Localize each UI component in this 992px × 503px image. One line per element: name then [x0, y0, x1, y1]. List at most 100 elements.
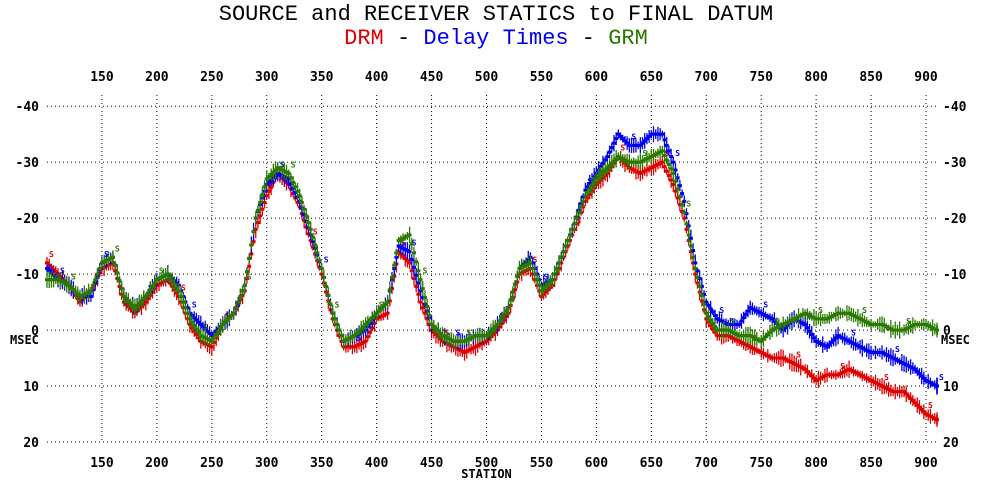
data-point	[45, 267, 49, 270]
data-point	[915, 322, 920, 326]
data-point	[596, 175, 601, 179]
data-point	[561, 250, 566, 254]
data-point	[365, 335, 370, 339]
data-point	[838, 311, 843, 315]
data-point	[249, 252, 254, 256]
data-point	[669, 178, 674, 182]
data-point	[570, 227, 575, 231]
data-point	[264, 177, 269, 181]
data-point	[825, 317, 830, 321]
data-point	[932, 416, 937, 420]
data-point	[541, 287, 546, 291]
data-point	[757, 338, 761, 342]
data-point	[680, 209, 685, 213]
marker-label: S	[554, 267, 559, 276]
data-point	[282, 169, 287, 173]
data-point	[658, 161, 663, 165]
marker-label: S	[269, 183, 274, 192]
data-point	[704, 300, 709, 304]
data-point	[262, 185, 267, 189]
data-point	[776, 356, 781, 360]
data-point	[422, 311, 427, 315]
data-point	[159, 281, 164, 285]
data-point	[932, 383, 937, 387]
data-point	[119, 287, 124, 291]
data-point	[192, 316, 197, 320]
data-point	[763, 353, 768, 357]
data-point	[317, 265, 322, 269]
data-point	[403, 235, 408, 239]
marker-label: S	[71, 272, 76, 281]
data-point	[139, 299, 144, 303]
data-point	[453, 339, 458, 343]
x-tick-top-450: 450	[420, 70, 444, 85]
data-point	[913, 367, 918, 371]
data-point	[357, 343, 362, 347]
data-point	[132, 306, 137, 310]
y-tick-right--40: -40	[943, 100, 967, 115]
marker-label: S	[335, 300, 340, 309]
data-point	[897, 359, 902, 363]
data-point	[880, 384, 885, 388]
marker-label: S	[598, 166, 603, 175]
data-point	[897, 390, 902, 394]
marker-label: S	[719, 306, 724, 315]
data-point	[671, 160, 676, 164]
data-point	[392, 263, 397, 267]
data-point	[587, 193, 592, 197]
data-point	[563, 244, 568, 248]
data-point	[849, 368, 854, 372]
data-point	[842, 311, 847, 315]
data-point	[361, 340, 366, 344]
data-point	[543, 290, 548, 294]
data-point	[717, 328, 722, 332]
data-point	[622, 139, 627, 143]
data-point	[866, 321, 871, 325]
data-point	[236, 300, 241, 304]
data-point	[253, 227, 258, 231]
data-point	[411, 277, 416, 281]
data-point	[677, 203, 682, 207]
data-point	[363, 322, 368, 326]
data-point	[647, 156, 652, 160]
data-point	[651, 132, 656, 136]
data-point	[842, 337, 847, 341]
data-point	[192, 324, 197, 328]
data-point	[113, 269, 118, 273]
data-point	[198, 334, 203, 338]
x-tick-top-550: 550	[530, 70, 554, 85]
data-point	[838, 335, 843, 339]
data-point	[869, 378, 874, 382]
data-point	[853, 315, 858, 319]
data-point	[460, 339, 465, 343]
data-point	[855, 316, 860, 320]
data-point	[908, 365, 913, 369]
data-point	[128, 301, 133, 305]
data-point	[73, 290, 78, 294]
marker-label: S	[247, 272, 252, 281]
data-point	[308, 227, 313, 231]
y-tick-right-0: 0	[943, 324, 951, 339]
data-point	[592, 180, 597, 184]
data-point	[130, 303, 135, 307]
data-point	[653, 164, 658, 168]
data-point	[482, 334, 487, 338]
data-point	[207, 344, 212, 348]
data-point	[906, 326, 911, 330]
data-point	[260, 193, 265, 197]
data-point	[666, 162, 671, 166]
data-point	[414, 260, 419, 264]
data-point	[675, 187, 680, 191]
data-point	[697, 284, 702, 288]
x-tick-top-600: 600	[585, 70, 609, 85]
data-point	[759, 339, 764, 343]
data-point	[702, 292, 707, 296]
data-point	[583, 194, 588, 198]
data-point	[401, 236, 405, 240]
data-point	[655, 132, 660, 136]
data-point	[853, 371, 858, 375]
data-point	[299, 200, 304, 204]
data-point	[693, 261, 698, 265]
data-point	[754, 309, 759, 313]
data-point	[469, 347, 474, 351]
